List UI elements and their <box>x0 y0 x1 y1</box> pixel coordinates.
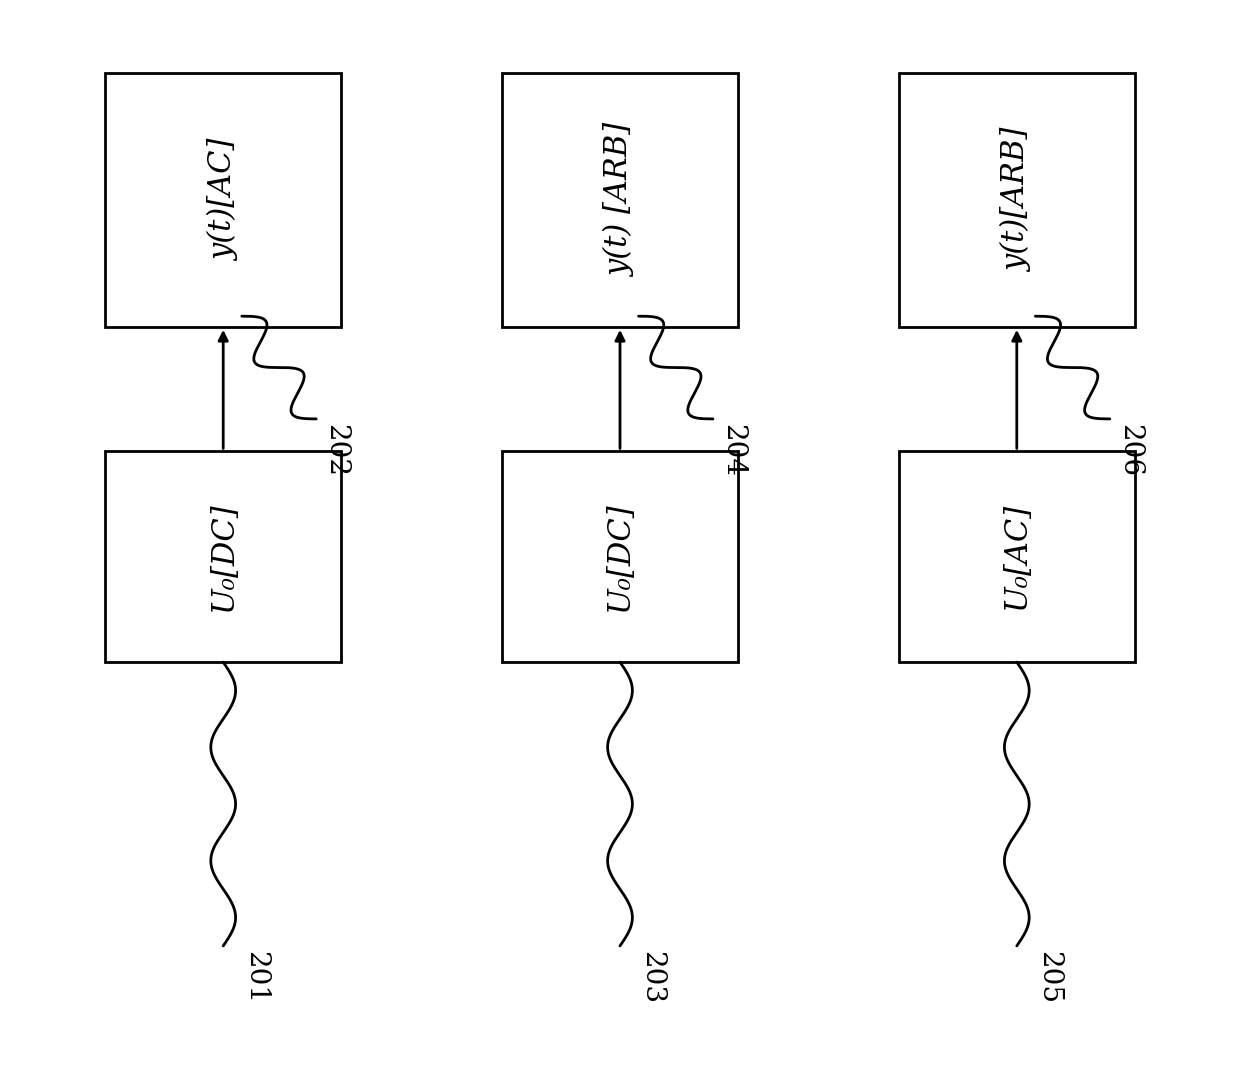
Bar <box>899 452 1135 662</box>
Bar <box>502 72 738 326</box>
Bar <box>105 72 341 326</box>
Text: 202: 202 <box>322 424 350 478</box>
Text: 203: 203 <box>639 951 666 1004</box>
Bar <box>105 452 341 662</box>
Text: 204: 204 <box>719 424 746 478</box>
Text: 206: 206 <box>1116 424 1143 478</box>
Bar <box>899 72 1135 326</box>
Text: y(t)[AC]: y(t)[AC] <box>207 138 239 262</box>
Text: y(t)[ARB]: y(t)[ARB] <box>1001 128 1033 272</box>
Text: U₀[DC]: U₀[DC] <box>605 502 635 612</box>
Text: U₀[DC]: U₀[DC] <box>207 502 238 612</box>
Text: U₀[AC]: U₀[AC] <box>1002 503 1032 611</box>
Bar <box>502 452 738 662</box>
Text: y(t) [ARB]: y(t) [ARB] <box>604 123 636 277</box>
Text: 201: 201 <box>242 951 269 1004</box>
Text: 205: 205 <box>1035 951 1063 1004</box>
